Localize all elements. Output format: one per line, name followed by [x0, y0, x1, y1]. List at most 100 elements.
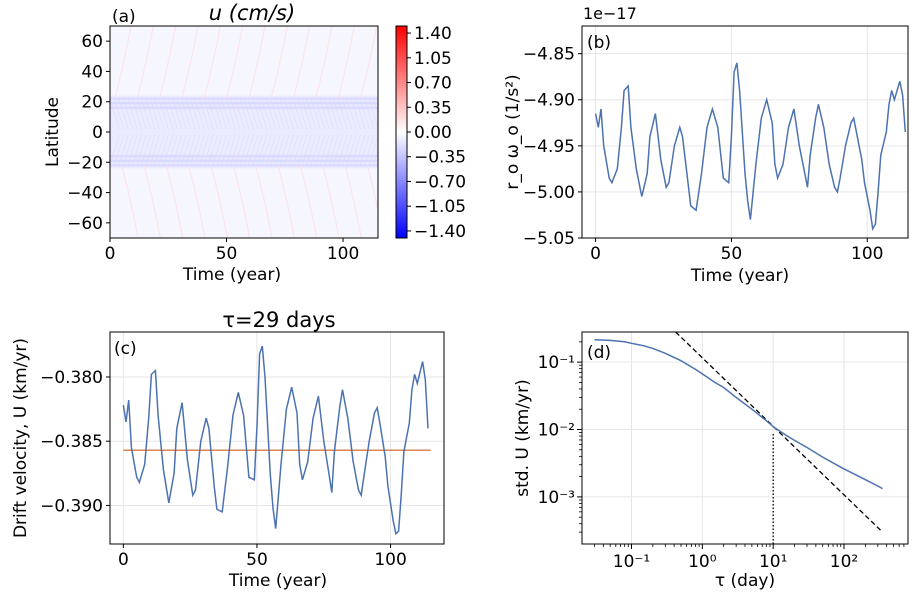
migrating-streak — [322, 165, 340, 238]
panel-c-x-label: Time (year) — [228, 571, 327, 591]
band-chevron — [114, 134, 125, 166]
colorbar: 1.40 1.05 0.70 0.35 0.00 −0.35 −0.70 −1.05 −1.40 — [395, 24, 466, 242]
band-chevron — [332, 134, 344, 166]
y-tick-label: −0.380 — [40, 368, 103, 388]
band-chevron — [131, 98, 143, 130]
band-chevron — [257, 98, 268, 130]
zonal-stripe — [110, 102, 378, 105]
y-tick-label: −0.385 — [40, 432, 103, 452]
band-chevron — [337, 134, 348, 166]
band-chevron — [176, 134, 187, 166]
band-chevron — [283, 134, 294, 166]
x-tick-label: 10⁻¹ — [613, 552, 650, 572]
band-chevron — [230, 134, 241, 166]
panel-b-grid — [582, 26, 908, 238]
band-chevron — [127, 98, 138, 130]
band-chevron — [198, 98, 210, 130]
panel-a-x-label: Time (year) — [182, 265, 281, 285]
colorbar-tick-label: −1.05 — [414, 197, 466, 217]
y-tick-label: 60 — [81, 32, 103, 52]
x-tick-label: 50 — [246, 550, 268, 570]
band-chevron — [118, 134, 129, 166]
x-tick-label: 0 — [118, 550, 129, 570]
band-chevron — [324, 134, 335, 166]
band-chevron — [368, 98, 378, 130]
band-chevron — [248, 134, 259, 166]
band-chevron — [328, 98, 339, 130]
panel-b-series-line — [594, 62, 907, 232]
migrating-streak — [359, 26, 378, 99]
panel-a: 0 50 100 −60 −40 −20 0 20 40 60 (a) u (cm/s) Tim… — [43, 1, 466, 285]
y-tick-label: −40 — [67, 184, 103, 204]
migrating-streak — [344, 165, 362, 238]
migrating-streak — [315, 26, 333, 99]
y-tick-label: 10⁻² — [538, 421, 575, 441]
band-chevron — [212, 98, 223, 130]
band-chevron — [310, 98, 321, 130]
band-chevron — [341, 98, 352, 130]
migrating-streak — [299, 165, 318, 238]
colorbar-ticks: 1.40 1.05 0.70 0.35 0.00 −0.35 −0.70 −1.05 −1.40 — [407, 24, 466, 242]
panel-b-y-label: r_o ω_o (1/s²) — [503, 74, 523, 189]
y-tick-label: 40 — [81, 62, 103, 82]
band-chevron — [328, 134, 339, 166]
migrating-streak — [248, 26, 266, 99]
band-chevron — [261, 134, 272, 166]
migrating-streak — [232, 165, 251, 238]
band-chevron — [319, 98, 330, 130]
band-chevron — [324, 98, 335, 130]
y-tick-label: −60 — [67, 214, 103, 234]
panel-b-frame — [581, 25, 909, 239]
band-chevron — [350, 134, 361, 166]
band-chevron — [265, 98, 277, 130]
band-chevron — [279, 134, 290, 166]
band-chevron — [154, 98, 165, 130]
band-chevron — [185, 134, 196, 166]
band-chevron — [332, 98, 344, 130]
migrating-streak — [181, 26, 199, 99]
band-chevron — [123, 134, 134, 166]
migrating-streak — [114, 26, 132, 99]
band-chevron — [364, 134, 375, 166]
band-chevron — [136, 134, 147, 166]
y-tick-label: 10⁻¹ — [538, 353, 575, 373]
x-tick-label: 100 — [327, 244, 359, 264]
band-chevron — [212, 134, 223, 166]
band-chevron — [364, 98, 375, 130]
band-chevron — [167, 98, 178, 130]
panel-d-y-label: std. U (km/yr) — [513, 379, 533, 496]
band-chevron — [319, 134, 330, 166]
band-chevron — [346, 134, 357, 166]
band-chevron — [225, 98, 236, 130]
band-chevron — [274, 134, 285, 166]
colorbar-tick-label: 0.00 — [414, 123, 452, 143]
band-chevron — [270, 98, 281, 130]
panel-a-y-label: Latitude — [43, 97, 63, 167]
migrating-streak — [225, 26, 244, 99]
y-tick-label: 10⁻³ — [538, 488, 575, 508]
y-tick-label: −0.390 — [40, 496, 103, 516]
band-chevron — [221, 134, 232, 166]
panel-d: 10⁻¹ 10⁰ 10¹ 10² 10⁻³ 10⁻² 10⁻¹ (d) τ (day) s… — [513, 331, 909, 591]
zonal-stripe — [110, 97, 378, 100]
band-chevron — [306, 134, 317, 166]
x-tick-label: 50 — [721, 244, 743, 264]
band-chevron — [194, 98, 205, 130]
band-chevron — [167, 134, 178, 166]
band-chevron — [110, 98, 120, 130]
panel-d-x-ticks: 10⁻¹ 10⁰ 10¹ 10² — [594, 544, 905, 572]
band-chevron — [145, 98, 156, 130]
migrating-streak — [277, 165, 295, 238]
equatorial-band — [110, 95, 378, 169]
y-tick-label: −5.05 — [523, 229, 575, 249]
migrating-streak — [255, 165, 273, 238]
band-chevron — [216, 134, 227, 166]
band-chevron — [123, 98, 134, 130]
panel-b-x-ticks: 0 50 100 — [590, 238, 883, 264]
band-chevron — [198, 134, 210, 166]
panel-b-y-ticks: −5.05 −5.00 −4.95 −4.90 −4.85 — [523, 45, 582, 249]
zonal-stripe — [110, 159, 378, 162]
colorbar-tick-label: −0.70 — [414, 172, 466, 192]
band-chevron — [292, 98, 303, 130]
zonal-stripe — [110, 164, 378, 167]
